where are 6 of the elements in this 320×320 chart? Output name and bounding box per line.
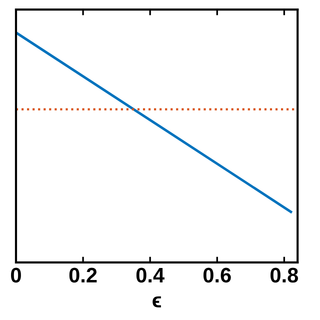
x-tick-label: 0	[11, 268, 21, 283]
x-tick-label: 0.4	[136, 268, 164, 283]
x-axis-title: ϵ	[152, 296, 161, 308]
x-tick-label: 0.2	[69, 268, 97, 283]
x-tick-label: 0.8	[270, 268, 298, 283]
x-tick-label: 0.6	[203, 268, 231, 283]
